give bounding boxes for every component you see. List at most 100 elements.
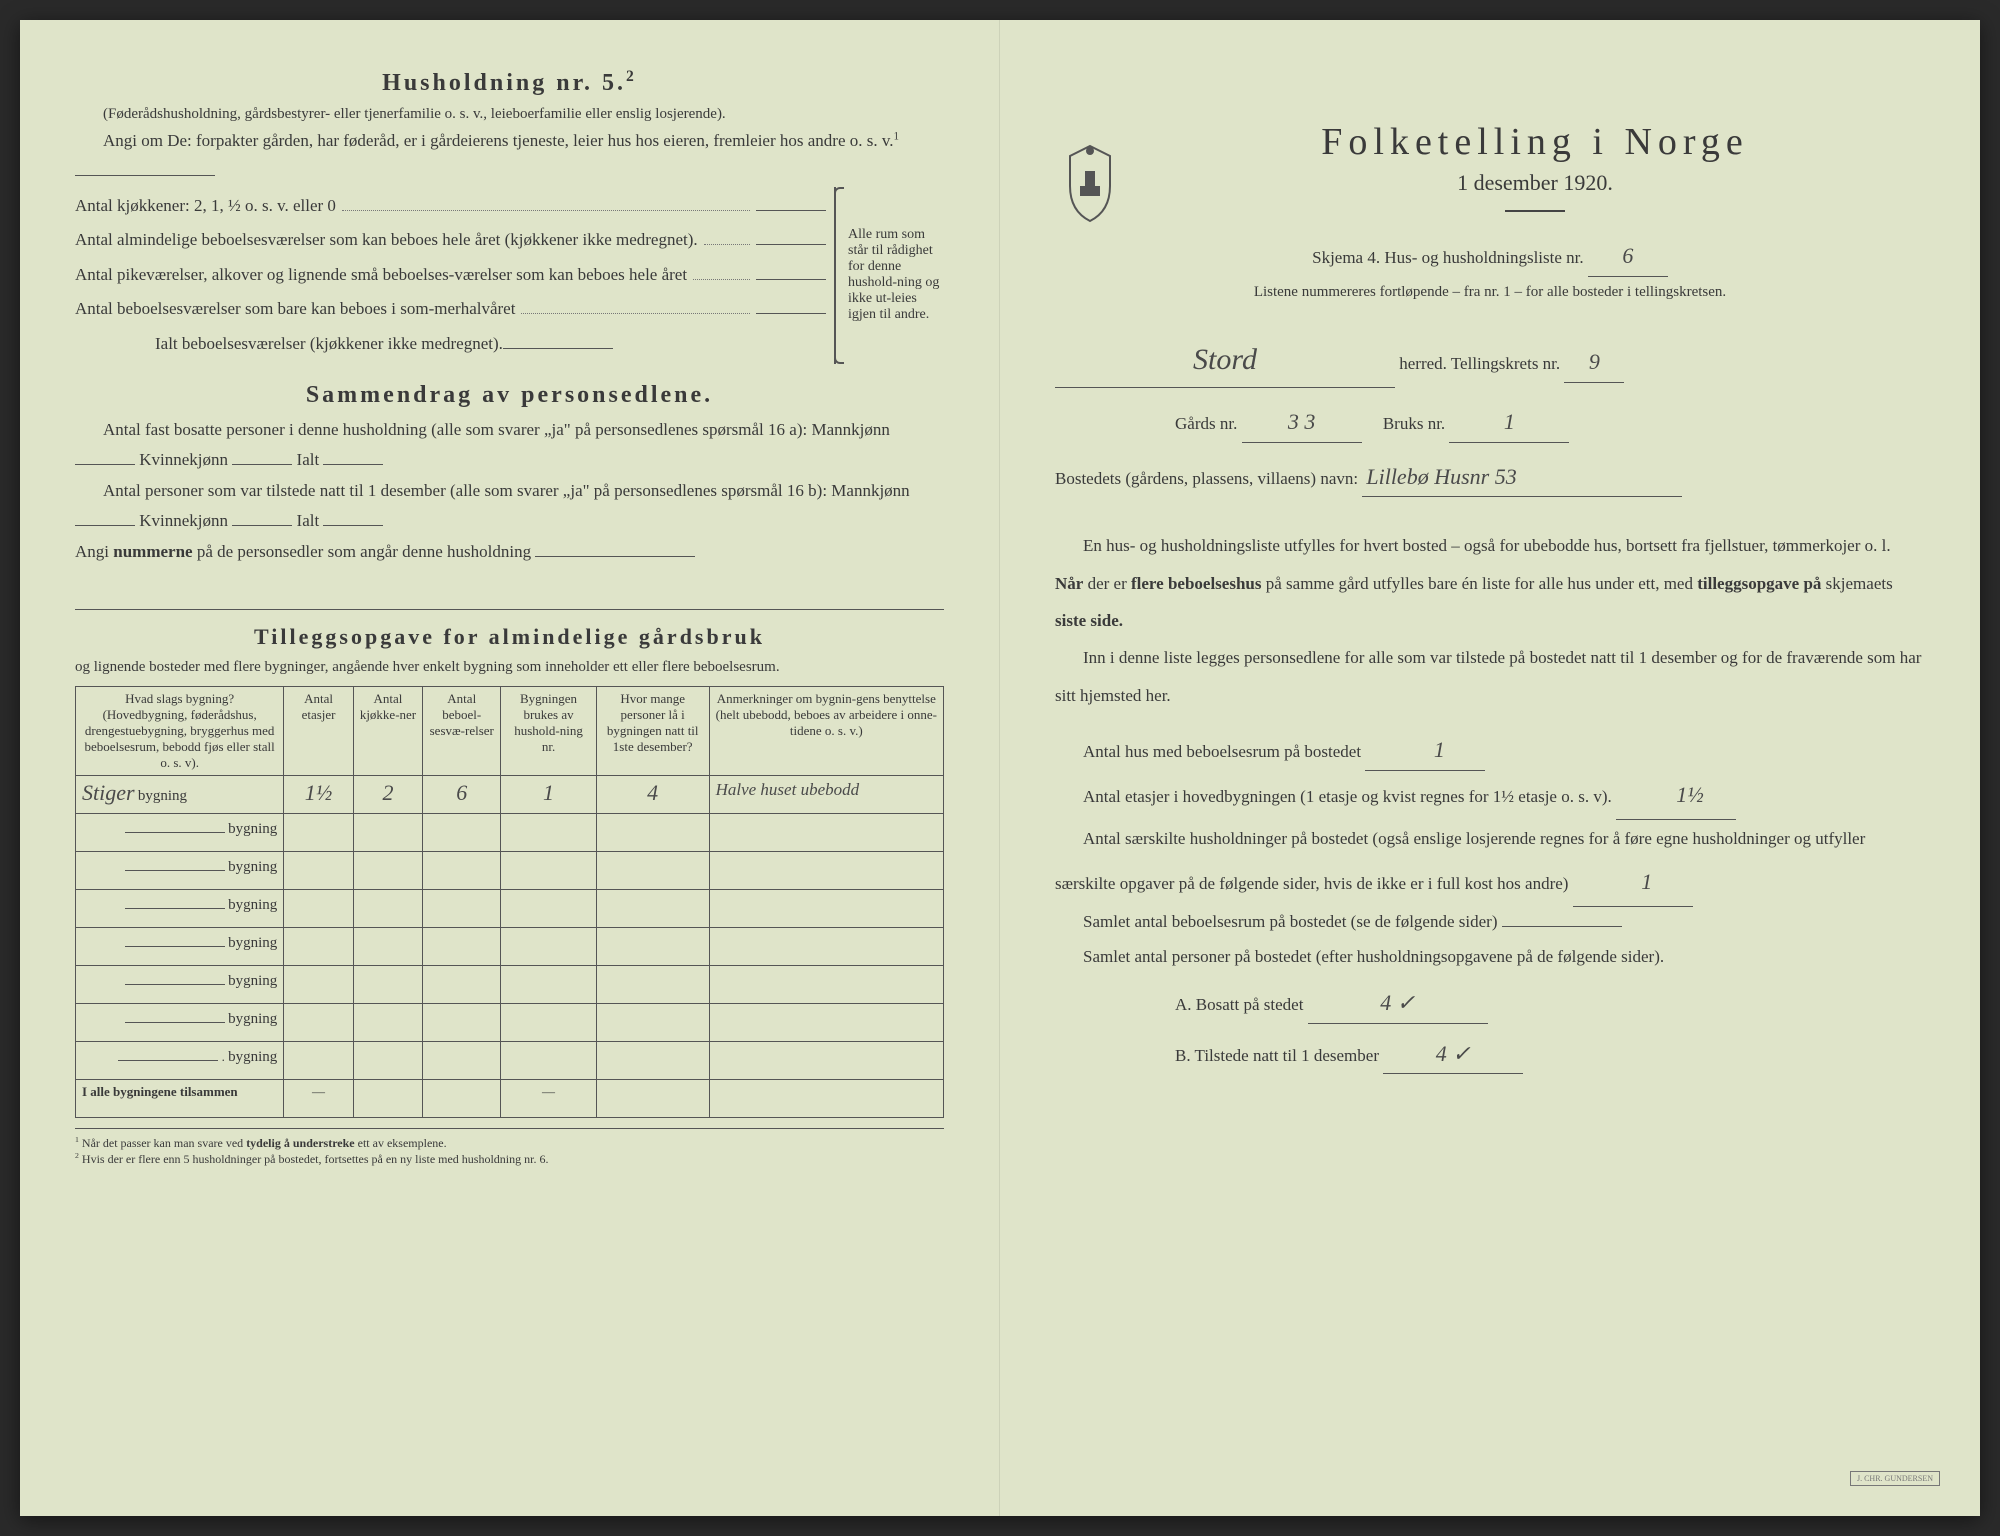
summary-blank-line[interactable] — [75, 574, 944, 610]
krets-value[interactable]: 9 — [1564, 342, 1624, 383]
cell-type[interactable]: Stiger bygning — [76, 776, 284, 814]
footnotes: 1 Når det passer kan man svare ved tydel… — [75, 1128, 944, 1167]
kvinne-blank-2[interactable] — [232, 525, 292, 526]
intro-2: Angi om De: forpakter gården, har føderå… — [75, 126, 944, 187]
cell-total-label: I alle bygningene tilsammen — [76, 1080, 284, 1118]
cell-personer[interactable]: 4 — [596, 776, 709, 814]
cell-type[interactable]: bygning — [76, 814, 284, 852]
kitchens-row: Antal kjøkkener: 2, 1, ½ o. s. v. eller … — [75, 191, 826, 222]
tillegg-intro: og lignende bosteder med flere bygninger… — [75, 656, 944, 679]
saerskilte-line: Antal særskilte husholdninger på bostede… — [1055, 820, 1925, 907]
skjema-value[interactable]: 6 — [1588, 236, 1668, 277]
th-anm: Anmerkninger om bygnin-gens benyttelse (… — [709, 687, 943, 776]
rooms3-row: Antal beboelsesværelser som bare kan beb… — [75, 294, 826, 325]
cell-type[interactable]: bygning — [76, 928, 284, 966]
rooms1-row: Antal almindelige beboelsesværelser som … — [75, 225, 826, 256]
samlet-pers-line: Samlet antal personer på bostedet (efter… — [1055, 938, 1925, 975]
table-row: bygning — [76, 890, 944, 928]
mann-blank-2[interactable] — [75, 525, 135, 526]
th-bebo: Antal beboel-sesvæ-relser — [423, 687, 501, 776]
right-page: Folketelling i Norge 1 desember 1920. Sk… — [1000, 20, 1980, 1516]
skjema-line: Skjema 4. Hus- og husholdningsliste nr. … — [1055, 236, 1925, 277]
th-kjokkener: Antal kjøkke-ner — [353, 687, 422, 776]
kvinne-blank-1[interactable] — [232, 464, 292, 465]
ialt-blank-2[interactable] — [323, 525, 383, 526]
nummerne-blank[interactable] — [535, 556, 695, 557]
heading-sup: 2 — [626, 68, 637, 85]
table-total-row: I alle bygningene tilsammen — — — [76, 1080, 944, 1118]
kitchens-blank[interactable] — [756, 210, 826, 211]
cell-anm[interactable]: Halve huset ubebodd — [709, 776, 943, 814]
rooms2-row: Antal pikeværelser, alkover og lignende … — [75, 260, 826, 291]
cell-etasjer[interactable]: 1½ — [284, 776, 353, 814]
cell-type[interactable]: . bygning — [76, 1042, 284, 1080]
heading-text: Husholdning nr. 5. — [382, 70, 626, 96]
samlet-bebo-line: Samlet antal beboelsesrum på bostedet (s… — [1055, 907, 1925, 938]
antal-hus-value[interactable]: 1 — [1365, 730, 1485, 771]
cell-kjokkener[interactable]: 2 — [353, 776, 422, 814]
samlet-bebo-blank[interactable] — [1502, 926, 1622, 927]
cell-type[interactable]: bygning — [76, 966, 284, 1004]
antal-etasjer-line: Antal etasjer i hovedbygningen (1 etasje… — [1055, 771, 1925, 820]
cell-type[interactable]: bygning — [76, 852, 284, 890]
census-subtitle: 1 desember 1920. — [1145, 170, 1925, 196]
rooms-total-row: Ialt beboelsesværelser (kjøkkener ikke m… — [75, 329, 826, 360]
crest-icon — [1055, 141, 1125, 226]
table-row: bygning — [76, 928, 944, 966]
rooms3-blank[interactable] — [756, 313, 826, 314]
saerskilte-value[interactable]: 1 — [1573, 858, 1693, 907]
cell-bebo[interactable]: 6 — [423, 776, 501, 814]
tillegg-heading: Tilleggsopgave for almindelige gårdsbruk — [75, 624, 944, 650]
listene-note: Listene nummereres fortløpende – fra nr.… — [1055, 281, 1925, 304]
summary-line-1: Antal fast bosatte personer i denne hush… — [75, 415, 944, 476]
intro-blank[interactable] — [75, 175, 215, 176]
table-row: bygning — [76, 966, 944, 1004]
a-line: A. Bosatt på stedet 4 ✓ — [1055, 983, 1925, 1024]
footnote-2: 2 Hvis der er flere enn 5 husholdninger … — [75, 1151, 944, 1167]
rooms-total-blank[interactable] — [503, 348, 613, 349]
bosted-value[interactable]: Lillebø Husnr 53 — [1362, 457, 1682, 498]
table-row: bygning — [76, 852, 944, 890]
herred-value[interactable]: Stord — [1055, 333, 1395, 388]
printer-stamp: J. CHR. GUNDERSEN — [1850, 1471, 1940, 1486]
para-2: Inn i denne liste legges personsedlene f… — [1055, 639, 1925, 714]
para-1: En hus- og husholdningsliste utfylles fo… — [1055, 527, 1925, 639]
right-header: Folketelling i Norge 1 desember 1920. — [1055, 120, 1925, 226]
gards-line: Gårds nr. 3 3 Bruks nr. 1 — [1055, 402, 1925, 443]
a-value[interactable]: 4 ✓ — [1308, 983, 1488, 1024]
left-page: Husholdning nr. 5.2 (Føderådshusholdning… — [20, 20, 1000, 1516]
mann-blank-1[interactable] — [75, 464, 135, 465]
bracket-note: Alle rum som står til rådighet for denne… — [834, 187, 944, 364]
cell-hushold[interactable]: 1 — [501, 776, 596, 814]
table-row: . bygning — [76, 1042, 944, 1080]
th-personer: Hvor mange personer lå i bygningen natt … — [596, 687, 709, 776]
rooms-bracket-block: Antal kjøkkener: 2, 1, ½ o. s. v. eller … — [75, 187, 944, 364]
table-row: bygning — [76, 814, 944, 852]
herred-line: Stord herred. Tellingskrets nr. 9 — [1055, 333, 1925, 388]
building-table: Hvad slags bygning? (Hovedbygning, føder… — [75, 686, 944, 1118]
gards-value[interactable]: 3 3 — [1242, 402, 1362, 443]
summary-line-2: Antal personer som var tilstede natt til… — [75, 476, 944, 537]
document-spread: Husholdning nr. 5.2 (Føderådshusholdning… — [20, 20, 1980, 1516]
bosted-line: Bostedets (gårdens, plassens, villaens) … — [1055, 457, 1925, 498]
th-etasjer: Antal etasjer — [284, 687, 353, 776]
table-row: Stiger bygning 1½ 2 6 1 4 Halve huset ub… — [76, 776, 944, 814]
title-rule — [1505, 210, 1565, 212]
th-type: Hvad slags bygning? (Hovedbygning, føder… — [76, 687, 284, 776]
th-hushold: Bygningen brukes av hushold-ning nr. — [501, 687, 596, 776]
rooms1-blank[interactable] — [756, 244, 826, 245]
b-value[interactable]: 4 ✓ — [1383, 1034, 1523, 1075]
cell-type[interactable]: bygning — [76, 890, 284, 928]
footnote-1: 1 Når det passer kan man svare ved tydel… — [75, 1135, 944, 1151]
intro-1: (Føderådshusholdning, gårdsbestyrer- ell… — [75, 103, 944, 126]
rooms2-blank[interactable] — [756, 279, 826, 280]
antal-etasjer-value[interactable]: 1½ — [1616, 771, 1736, 820]
table-header-row: Hvad slags bygning? (Hovedbygning, føder… — [76, 687, 944, 776]
summary-heading: Sammendrag av personsedlene. — [75, 382, 944, 409]
bruks-value[interactable]: 1 — [1449, 402, 1569, 443]
antal-hus-line: Antal hus med beboelsesrum på bostedet 1 — [1055, 730, 1925, 771]
b-line: B. Tilstede natt til 1 desember 4 ✓ — [1055, 1034, 1925, 1075]
cell-type[interactable]: bygning — [76, 1004, 284, 1042]
household-heading: Husholdning nr. 5.2 — [75, 68, 944, 97]
ialt-blank-1[interactable] — [323, 464, 383, 465]
